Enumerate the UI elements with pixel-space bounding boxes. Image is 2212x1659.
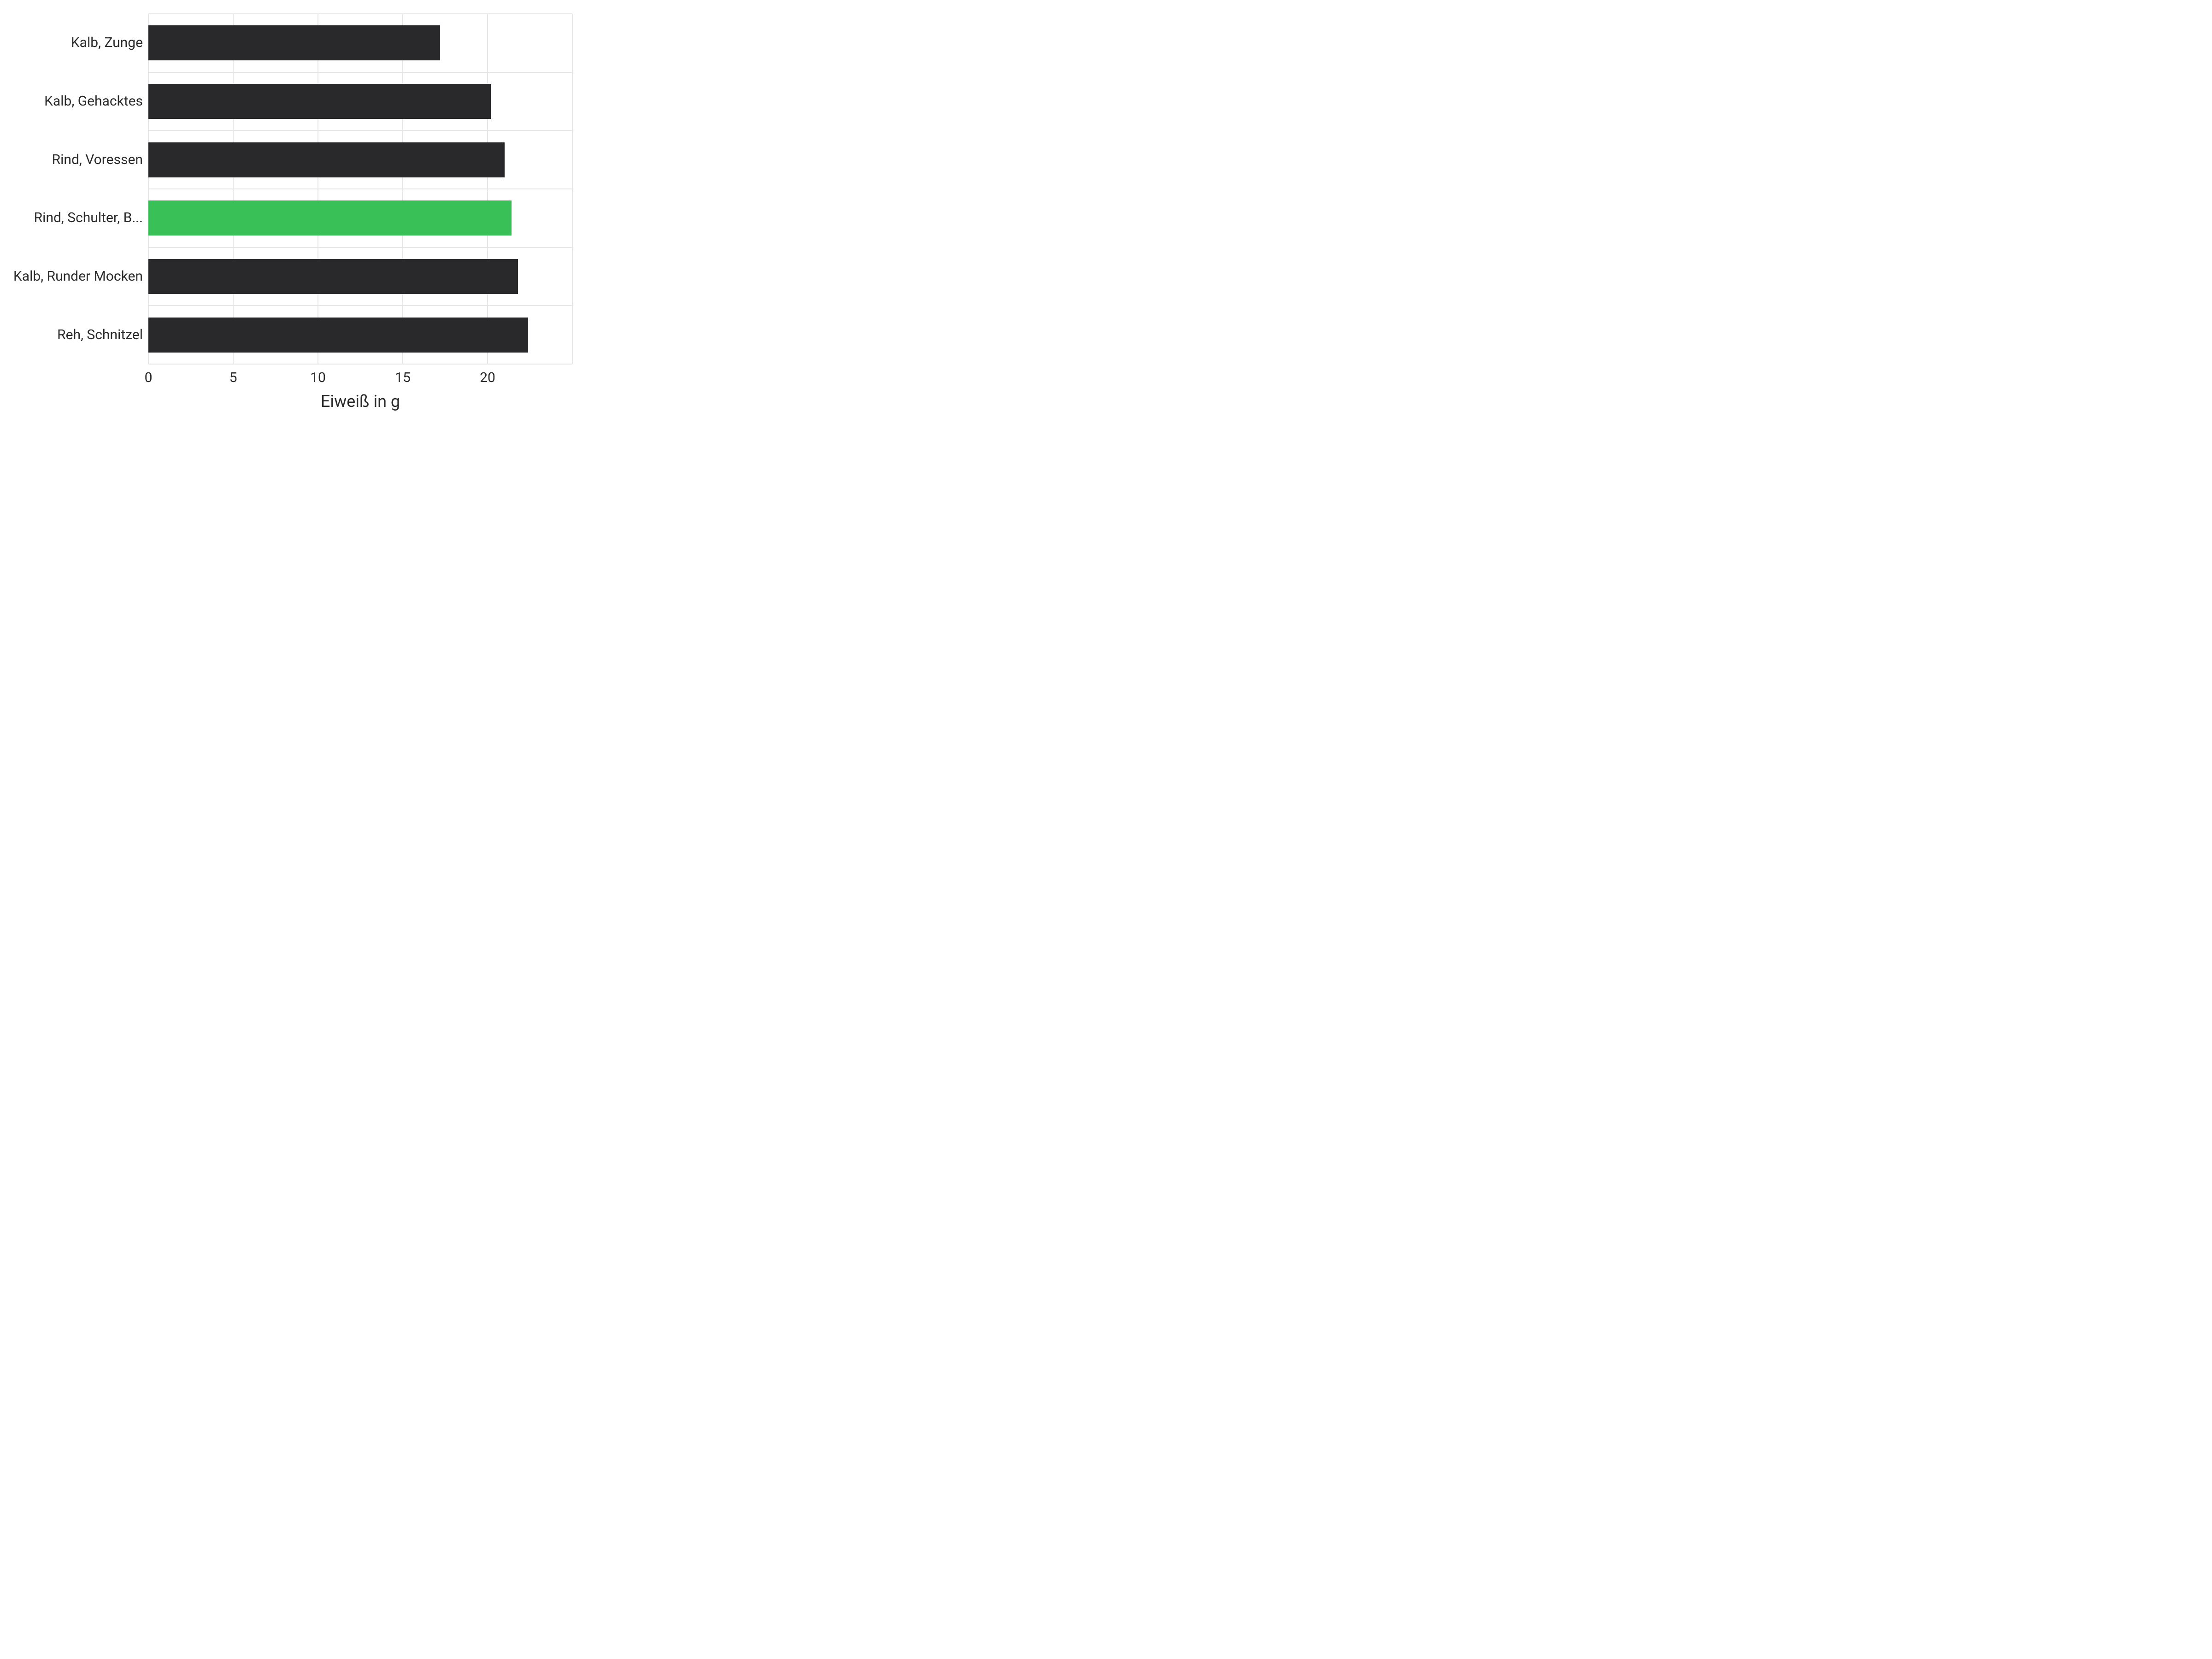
gridline-horizontal	[148, 364, 572, 365]
bar	[148, 84, 491, 119]
y-tick-label: Kalb, Gehacktes	[5, 94, 143, 109]
x-tick-label: 10	[304, 370, 332, 386]
bar	[148, 142, 505, 177]
x-tick-label: 20	[474, 370, 501, 386]
bar	[148, 318, 528, 353]
gridline-horizontal	[148, 188, 572, 189]
x-tick-label: 0	[135, 370, 162, 386]
gridline-horizontal	[148, 305, 572, 306]
gridline-horizontal	[148, 72, 572, 73]
bar	[148, 200, 512, 235]
plot-area	[148, 14, 572, 364]
y-tick-label: Rind, Schulter, B...	[5, 210, 143, 225]
gridline-horizontal	[148, 13, 572, 14]
x-tick-label: 5	[219, 370, 247, 386]
chart-container: Eiweiß in g Kalb, Zunge Kalb, Gehacktes Ri…	[0, 0, 590, 442]
y-tick-label: Kalb, Runder Mocken	[5, 269, 143, 284]
y-tick-label: Rind, Voressen	[5, 152, 143, 167]
bar	[148, 25, 440, 60]
y-tick-label: Reh, Schnitzel	[5, 327, 143, 342]
x-tick-label: 15	[389, 370, 417, 386]
y-tick-label: Kalb, Zunge	[5, 35, 143, 50]
x-axis-title: Eiweiß in g	[148, 392, 572, 411]
gridline-horizontal	[148, 130, 572, 131]
gridline-horizontal	[148, 247, 572, 248]
bar	[148, 259, 518, 294]
